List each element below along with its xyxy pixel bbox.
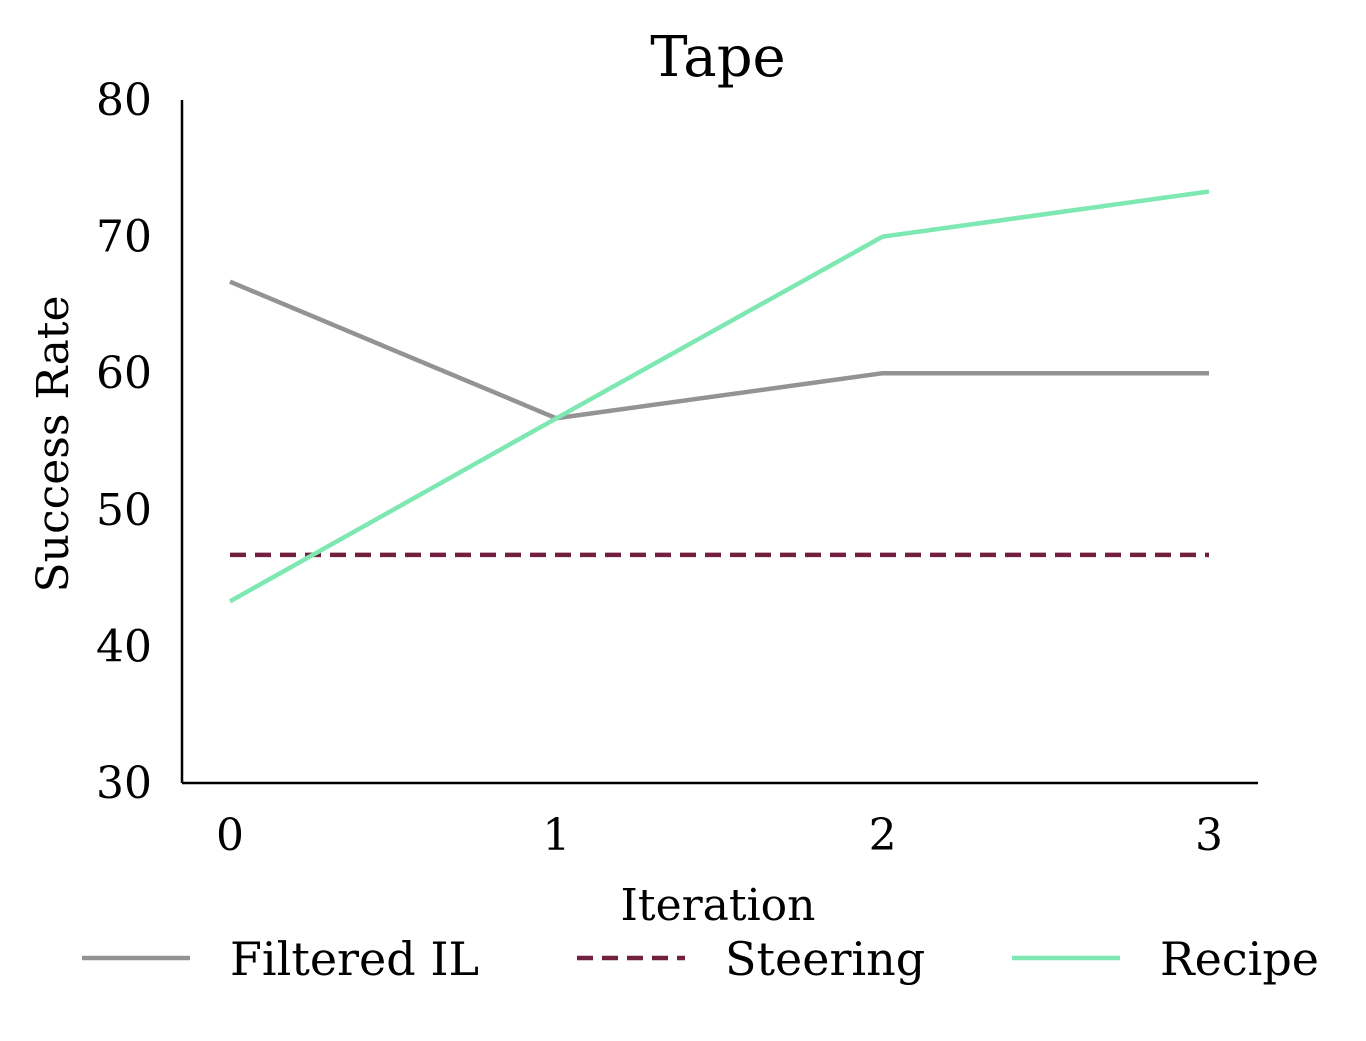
- y-tick-label: 80: [96, 75, 152, 126]
- y-tick-label: 60: [96, 348, 152, 399]
- chart-title: Tape: [650, 25, 785, 90]
- series-line-filtered-il: [229, 279, 1209, 421]
- x-tick-label: 2: [869, 810, 897, 861]
- x-tick-labels: 0 1 2 3: [216, 810, 1223, 861]
- legend-label: Steering: [725, 932, 925, 986]
- x-tick-label: 3: [1195, 810, 1223, 861]
- y-tick-label: 70: [96, 212, 152, 263]
- x-axis-label: Iteration: [621, 880, 816, 931]
- y-tick-label: 50: [96, 485, 152, 536]
- legend-label: Recipe: [1160, 932, 1319, 986]
- y-tick-label: 30: [96, 758, 152, 809]
- y-tick-labels: 30 40 50 60 70 80: [96, 75, 152, 809]
- x-tick-label: 1: [542, 810, 570, 861]
- series-lines: [228, 189, 1210, 604]
- y-axis-label: Success Rate: [28, 295, 79, 592]
- legend: Filtered IL Steering Recipe: [82, 932, 1319, 986]
- legend-label: Filtered IL: [230, 932, 479, 986]
- series-line-recipe: [228, 189, 1210, 604]
- y-tick-label: 40: [96, 621, 152, 672]
- x-tick-label: 0: [216, 810, 244, 861]
